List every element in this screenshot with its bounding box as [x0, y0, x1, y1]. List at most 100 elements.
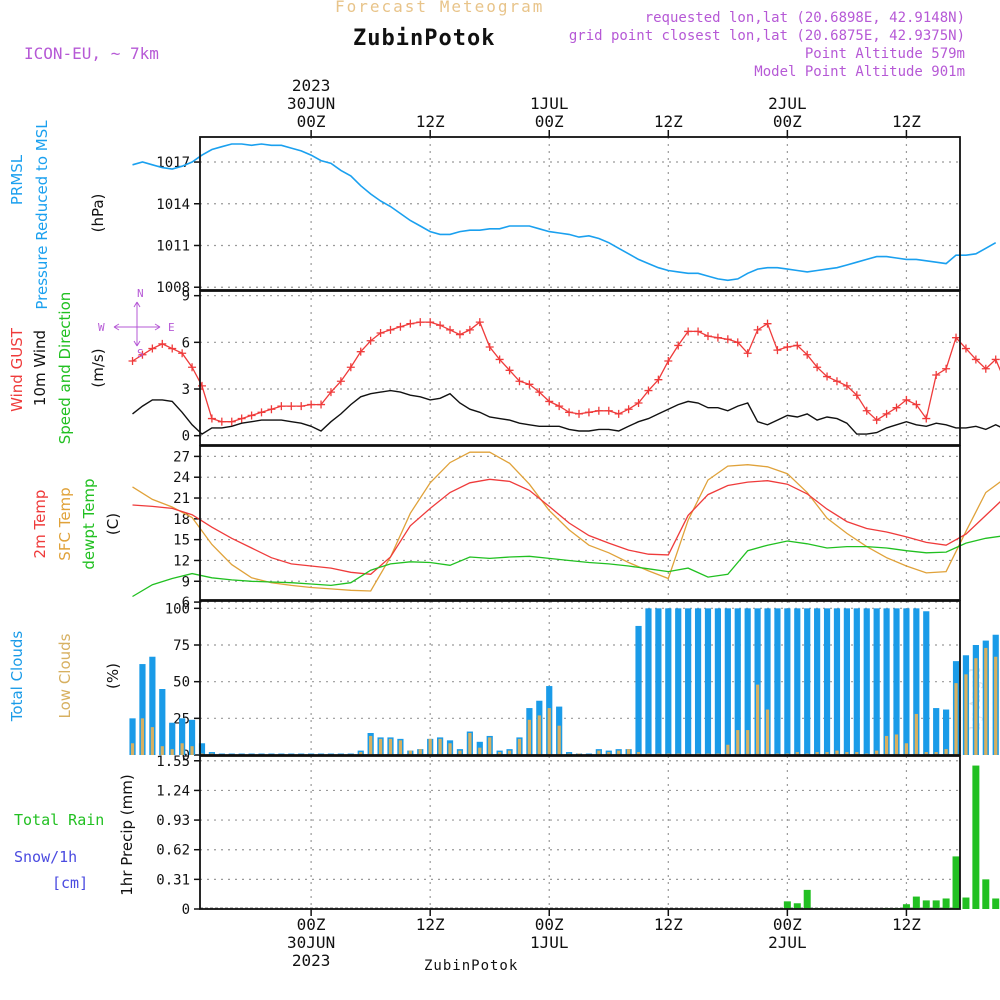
- chart-title: ZubinPotok: [353, 26, 496, 51]
- low-cloud-bar: [438, 738, 442, 755]
- rain-bar: [922, 900, 930, 909]
- total-cloud-bar: [645, 608, 652, 755]
- x-tick-label-bottom: 12Z: [654, 915, 683, 934]
- low-cloud-bar: [488, 737, 492, 755]
- temp-ylabel-dewpt: dewpt Temp: [80, 478, 98, 569]
- gust-point: [952, 333, 961, 342]
- rain-bar: [912, 896, 920, 909]
- low-cloud-bar: [875, 750, 879, 755]
- low-cloud-bar: [994, 656, 998, 755]
- wind-speed-line: [132, 389, 1000, 435]
- low-cloud-bar: [845, 752, 849, 755]
- gust-point: [733, 338, 742, 347]
- gust-point: [287, 402, 296, 411]
- wind-gust-line: [132, 321, 1000, 423]
- compass-north: N: [137, 287, 144, 300]
- total-cloud-bar: [159, 689, 166, 755]
- low-cloud-bar: [835, 750, 839, 755]
- total-cloud-bar: [665, 608, 672, 755]
- low-cloud-bar: [160, 746, 164, 755]
- y-tick-label: 6: [182, 595, 190, 611]
- low-cloud-bar: [507, 750, 512, 755]
- gust-point: [207, 414, 216, 423]
- y-tick-label: 0.93: [156, 813, 190, 829]
- total-cloud-bar: [794, 608, 801, 755]
- gust-point: [128, 357, 137, 365]
- compass-south: S: [137, 347, 144, 360]
- panel-frame: [199, 755, 961, 910]
- rain-bar: [962, 897, 970, 909]
- footer-location: ZubinPotok: [424, 958, 519, 974]
- low-cloud-bar: [527, 719, 531, 755]
- gust-point: [396, 322, 405, 331]
- rain-bar: [783, 901, 791, 909]
- gust-point: [684, 327, 693, 336]
- low-cloud-bar: [428, 738, 432, 755]
- total-cloud-bar: [903, 608, 910, 755]
- low-cloud-bar: [984, 647, 988, 755]
- total-cloud-bar: [853, 608, 860, 755]
- low-cloud-bar: [359, 752, 363, 755]
- pressure-ylabel-prmsl: PRMSL: [8, 154, 26, 205]
- total-cloud-bar: [754, 608, 761, 755]
- pressure-line: [132, 143, 997, 282]
- point-altitude: Point Altitude 579m: [804, 46, 965, 62]
- total-cloud-bar: [804, 608, 811, 755]
- total-cloud-bar: [814, 608, 821, 755]
- low-cloud-bar: [369, 735, 373, 755]
- panel-frame: [199, 290, 961, 446]
- gust-point: [436, 321, 445, 330]
- y-tick-label: 0: [182, 748, 190, 764]
- gust-point: [862, 406, 871, 415]
- low-cloud-bar: [825, 752, 829, 755]
- low-cloud-bar: [448, 743, 452, 755]
- total-cloud-bar: [863, 608, 870, 755]
- low-cloud-bar: [597, 750, 601, 755]
- low-cloud-bar: [547, 708, 551, 755]
- temp-sfc-line: [132, 451, 1000, 592]
- low-cloud-bar: [498, 752, 502, 755]
- low-cloud-bar: [557, 725, 561, 755]
- total-cloud-bar: [823, 608, 831, 755]
- low-cloud-bar: [408, 750, 412, 755]
- low-cloud-bar: [627, 749, 631, 755]
- total-cloud-bar: [784, 608, 791, 755]
- closest-coords: grid point closest lon,lat (20.6875E, 42…: [568, 28, 965, 44]
- temp-ylabel-2m: 2m Temp: [31, 490, 49, 559]
- gust-point: [644, 386, 653, 395]
- x-tick-label-bottom: 1JUL: [530, 933, 569, 952]
- low-cloud-bar: [954, 683, 958, 755]
- y-tick-label: 27: [173, 449, 190, 465]
- total-cloud-bar: [169, 722, 176, 755]
- low-cloud-bar: [458, 750, 462, 755]
- low-cloud-bar: [795, 752, 799, 755]
- rain-bar: [982, 879, 990, 909]
- pressure-ylabel-name: Pressure Reduced to MSL: [33, 120, 51, 310]
- wind-ylabel-dir: Speed and Direction: [56, 292, 74, 445]
- low-cloud-bar: [517, 738, 522, 755]
- total-cloud-bar: [913, 608, 920, 755]
- total-cloud-bar: [655, 608, 662, 755]
- gust-point: [555, 402, 564, 411]
- x-tick-label-bottom: 2JUL: [768, 933, 807, 952]
- chart-subtitle: Forecast Meteogram: [335, 0, 545, 16]
- gust-point: [376, 329, 385, 337]
- precip-legend-rain: Total Rain: [14, 811, 104, 829]
- y-tick-label: 1014: [156, 197, 190, 213]
- gust-point: [664, 357, 673, 365]
- precip-legend-unit: [cm]: [52, 874, 88, 892]
- gust-point: [832, 377, 841, 386]
- total-cloud-bar: [198, 743, 206, 755]
- low-cloud-bar: [914, 713, 918, 755]
- gust-point: [813, 363, 822, 372]
- x-tick-label-top: 2JUL: [768, 94, 807, 113]
- low-cloud-bar: [180, 743, 184, 755]
- y-tick-label: 18: [173, 512, 190, 528]
- total-cloud-bar: [188, 719, 196, 755]
- temp-2m-line: [132, 478, 1000, 575]
- y-tick-label: 1011: [156, 238, 190, 254]
- y-tick-label: 75: [173, 638, 190, 654]
- gust-point: [465, 325, 474, 334]
- x-tick-label-top: 30JUN: [287, 94, 335, 113]
- low-cloud-bar: [140, 718, 145, 755]
